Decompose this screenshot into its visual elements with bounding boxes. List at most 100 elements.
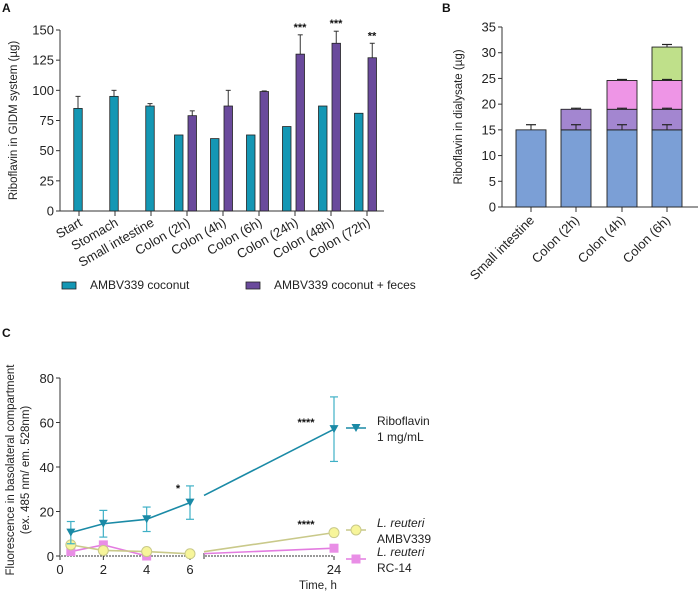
stacked-bar-segment — [560, 129, 592, 208]
data-point — [142, 515, 152, 524]
x-tick-label: 24 — [327, 562, 341, 577]
y-tick-label: 150 — [32, 23, 54, 38]
legend-label: L. reuteri — [377, 545, 425, 559]
series-line — [203, 428, 335, 497]
legend-label: Riboflavin — [377, 414, 430, 428]
y-tick-label: 30 — [482, 45, 496, 60]
y-tick-label: 35 — [482, 20, 496, 35]
data-point — [329, 425, 339, 434]
y-axis-label: Riboflavin in dialysate (µg) — [453, 49, 465, 184]
series-line — [146, 501, 191, 521]
y-tick-label: 25 — [482, 71, 496, 86]
y-tick-label: 20 — [482, 97, 496, 112]
y-tick-label: 10 — [482, 148, 496, 163]
y-tick-label: 25 — [40, 173, 54, 188]
y-tick-label: 50 — [40, 143, 54, 158]
series-line — [103, 549, 147, 553]
x-tick-label: Colon (2h) — [529, 213, 583, 267]
x-tick-label: Small intestine — [467, 213, 537, 283]
legend-marker — [351, 554, 361, 564]
series-line — [146, 550, 191, 555]
legend-label: AMBV339 coconut — [90, 278, 190, 292]
series-line — [103, 518, 147, 525]
x-tick-label: 6 — [186, 562, 193, 577]
data-point — [98, 519, 108, 528]
bar-coconut — [174, 134, 184, 212]
data-point — [329, 543, 339, 553]
data-point — [97, 544, 109, 556]
y-tick-label: 60 — [40, 416, 54, 431]
significance-marker: * — [176, 483, 181, 495]
bar-coconut — [318, 105, 328, 212]
y-tick-label: 15 — [482, 122, 496, 137]
bar-coconut — [210, 138, 220, 212]
y-tick-label: 5 — [489, 174, 496, 189]
stacked-bar-segment — [651, 80, 683, 110]
stacked-bar-segment — [651, 46, 683, 81]
panel-label-a: A — [2, 1, 11, 15]
legend-marker — [350, 524, 362, 536]
bar-coconut — [145, 105, 155, 212]
legend-label: RC-14 — [377, 561, 412, 575]
legend-swatch — [61, 281, 77, 290]
legend-item: L. reuteri AMBV339 — [346, 516, 431, 546]
legend-swatch — [245, 281, 261, 290]
bar-coconut-feces — [367, 57, 377, 212]
x-tick-label: 2 — [100, 562, 107, 577]
data-point — [184, 548, 196, 560]
data-point — [98, 540, 108, 550]
series-riboflavin — [66, 396, 339, 545]
x-tick-label: Colon (4h) — [575, 213, 629, 267]
stacked-bar-segment — [606, 129, 638, 208]
bar-coconut-feces — [331, 42, 341, 212]
data-point — [328, 527, 340, 539]
legend-label: AMBV339 — [377, 532, 431, 546]
significance-marker: ** — [368, 30, 377, 42]
bar-coconut — [73, 108, 83, 212]
y-tick-label: 20 — [40, 505, 54, 520]
series-line — [203, 531, 335, 553]
bar-coconut — [246, 134, 256, 212]
significance-marker: **** — [297, 417, 315, 429]
legend-label: AMBV339 coconut + feces — [274, 278, 416, 292]
stacked-bar-segment — [606, 80, 638, 110]
bar-coconut — [109, 95, 119, 212]
y-tick-label: 0 — [47, 204, 54, 219]
legend-item: L. reuteri RC-14 — [346, 545, 425, 575]
data-point — [185, 498, 195, 507]
panel-a: A 0 25 50 75 100 125 150 Riboflavin in GIDM syst… — [2, 1, 416, 292]
bar-coconut-feces — [187, 115, 197, 212]
y-tick-label: 0 — [47, 549, 54, 564]
y-tick-label: 80 — [40, 371, 54, 386]
significance-marker: *** — [294, 22, 308, 34]
y-axis-label: (ex. 485 nm/ em. 528nm) — [20, 406, 32, 535]
legend-label: L. reuteri — [377, 516, 425, 530]
series-line — [203, 547, 335, 555]
bar-coconut-feces — [295, 53, 305, 212]
panel-b: B 0 5 10 15 20 25 30 35 Riboflavin in dialysate (… — [442, 1, 698, 283]
legend-marker — [351, 424, 361, 432]
bar-coconut — [354, 112, 364, 212]
stacked-bar-segment — [651, 129, 683, 208]
x-tick-label: 0 — [56, 562, 63, 577]
series-ambv339 — [65, 527, 340, 560]
panel-label-b: B — [442, 1, 451, 15]
y-tick-label: 125 — [32, 53, 54, 68]
y-axis-label: Riboflavin in GIDM system (µg) — [8, 41, 20, 201]
bar-coconut-feces — [259, 91, 269, 212]
series-line — [70, 522, 104, 534]
data-point — [66, 547, 76, 557]
legend-item: Riboflavin 1 mg/mL — [346, 414, 430, 444]
legend-label: 1 mg/mL — [377, 430, 424, 444]
bar-coconut — [282, 126, 292, 212]
stacked-bar-segment — [515, 129, 547, 208]
x-tick-label: Colon (6h) — [620, 213, 674, 267]
y-axis-label: Fluorescence in basolateral compartment — [5, 364, 17, 576]
x-axis-label: Time, h — [299, 580, 337, 592]
significance-marker: **** — [297, 519, 315, 531]
y-tick-label: 100 — [32, 83, 54, 98]
y-tick-label: 40 — [40, 460, 54, 475]
significance-marker: *** — [330, 18, 344, 30]
